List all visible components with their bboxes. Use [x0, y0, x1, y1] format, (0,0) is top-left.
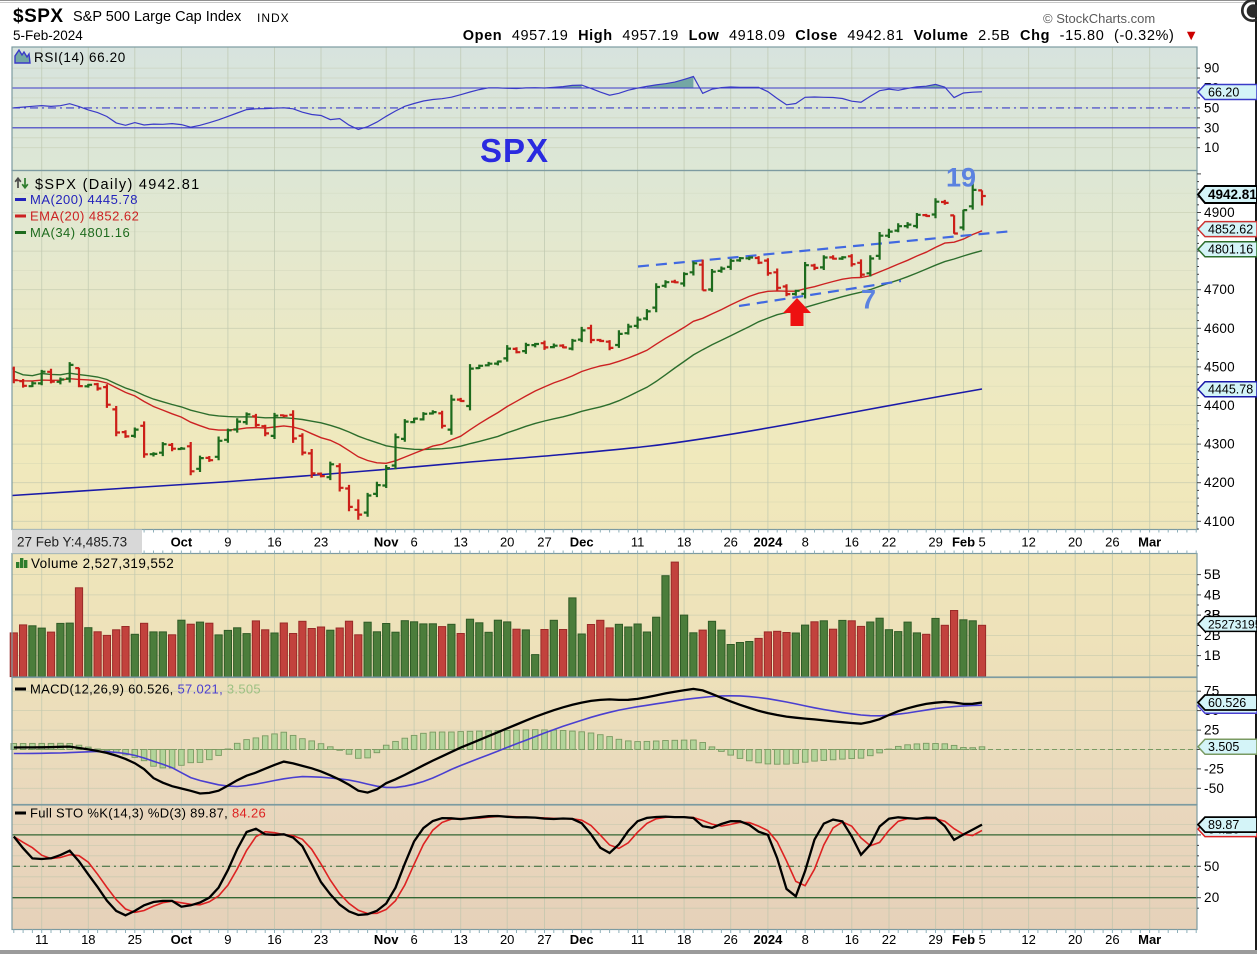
svg-text:2024: 2024 [753, 535, 783, 550]
svg-text:20: 20 [1068, 932, 1082, 947]
svg-text:9: 9 [224, 932, 231, 947]
svg-text:11: 11 [35, 932, 49, 947]
svg-text:16: 16 [267, 932, 281, 947]
svg-text:EMA(20) 4852.62: EMA(20) 4852.62 [30, 209, 139, 224]
svg-text:25: 25 [128, 932, 142, 947]
svg-text:29: 29 [928, 535, 942, 550]
svg-text:-50: -50 [1204, 781, 1224, 796]
svg-text:MA(34) 4801.16: MA(34) 4801.16 [30, 225, 130, 240]
svg-text:MACD(12,26,9) 60.526, 57.021,: MACD(12,26,9) 60.526, 57.021, 3.505 [30, 682, 261, 697]
svg-text:13: 13 [453, 932, 467, 947]
svg-text:30: 30 [1204, 120, 1219, 135]
svg-text:16: 16 [845, 932, 859, 947]
svg-text:4942.81: 4942.81 [1208, 187, 1257, 202]
svg-text:4900: 4900 [1204, 205, 1235, 220]
svg-text:4801.16: 4801.16 [1208, 243, 1253, 257]
svg-text:MA(200) 4445.78: MA(200) 4445.78 [30, 192, 138, 207]
svg-text:6: 6 [410, 932, 417, 947]
svg-text:50: 50 [1204, 100, 1219, 115]
svg-text:12: 12 [1021, 932, 1035, 947]
svg-text:90: 90 [1204, 61, 1219, 76]
svg-text:18: 18 [677, 535, 691, 550]
svg-text:Oct: Oct [171, 932, 193, 947]
svg-text:8: 8 [802, 932, 809, 947]
svg-text:27: 27 [537, 535, 551, 550]
svg-text:26: 26 [723, 535, 737, 550]
svg-text:4400: 4400 [1204, 398, 1235, 413]
svg-text:SPX: SPX [480, 132, 549, 169]
svg-text:1B: 1B [1204, 648, 1221, 663]
svg-text:Full STO %K(14,3) %D(3) 89.87,: Full STO %K(14,3) %D(3) 89.87, 84.26 [30, 806, 266, 821]
svg-text:18: 18 [677, 932, 691, 947]
svg-text:11: 11 [631, 535, 645, 550]
svg-text:10: 10 [1204, 140, 1219, 155]
svg-text:26: 26 [1105, 535, 1119, 550]
svg-text:13: 13 [453, 535, 467, 550]
svg-text:Nov: Nov [374, 535, 399, 550]
svg-text:22: 22 [882, 932, 896, 947]
svg-text:Nov: Nov [374, 932, 399, 947]
svg-text:Mar: Mar [1138, 932, 1161, 947]
svg-text:23: 23 [314, 535, 328, 550]
svg-text:11: 11 [631, 932, 645, 947]
svg-text:29: 29 [928, 932, 942, 947]
svg-text:16: 16 [845, 535, 859, 550]
svg-text:9: 9 [224, 535, 231, 550]
svg-text:20: 20 [500, 932, 514, 947]
svg-text:66.20: 66.20 [1208, 86, 1239, 100]
svg-text:Dec: Dec [570, 535, 594, 550]
svg-text:2527319552: 2527319552 [1208, 617, 1257, 631]
svg-text:16: 16 [267, 535, 281, 550]
svg-text:8: 8 [802, 535, 809, 550]
svg-text:Oct: Oct [171, 535, 193, 550]
svg-text:27: 27 [537, 932, 551, 947]
svg-text:50: 50 [1204, 859, 1219, 874]
svg-text:7: 7 [861, 285, 876, 315]
svg-text:26: 26 [723, 932, 737, 947]
svg-text:12: 12 [1021, 535, 1035, 550]
svg-text:19: 19 [946, 163, 976, 193]
svg-text:4500: 4500 [1204, 359, 1235, 374]
svg-text:18: 18 [81, 932, 95, 947]
svg-text:20: 20 [1068, 535, 1082, 550]
svg-text:25: 25 [1204, 723, 1219, 738]
svg-text:20: 20 [500, 535, 514, 550]
svg-text:-25: -25 [1204, 761, 1224, 776]
svg-text:Feb: Feb [952, 535, 975, 550]
svg-text:20: 20 [1204, 890, 1219, 905]
svg-text:26: 26 [1105, 932, 1119, 947]
svg-text:4100: 4100 [1204, 514, 1235, 529]
svg-text:Feb: Feb [952, 932, 975, 947]
svg-text:4600: 4600 [1204, 321, 1235, 336]
svg-text:RSI(14) 66.20: RSI(14) 66.20 [34, 50, 126, 65]
svg-text:Mar: Mar [1138, 535, 1161, 550]
svg-text:4700: 4700 [1204, 282, 1235, 297]
svg-text:4200: 4200 [1204, 475, 1235, 490]
svg-text:3.505: 3.505 [1208, 740, 1239, 754]
svg-text:$SPX (Daily) 4942.81: $SPX (Daily) 4942.81 [35, 177, 200, 193]
svg-text:89.87: 89.87 [1208, 818, 1239, 832]
svg-text:4B: 4B [1204, 587, 1221, 602]
svg-text:Volume 2,527,319,552: Volume 2,527,319,552 [31, 556, 174, 571]
svg-text:22: 22 [882, 535, 896, 550]
svg-text:23: 23 [314, 932, 328, 947]
svg-text:5: 5 [978, 535, 985, 550]
svg-text:60.526: 60.526 [1208, 696, 1246, 710]
svg-text:4445.78: 4445.78 [1208, 383, 1253, 397]
svg-text:4852.62: 4852.62 [1208, 223, 1253, 237]
svg-text:Dec: Dec [570, 932, 594, 947]
svg-text:27 Feb Y:4,485.73: 27 Feb Y:4,485.73 [17, 535, 127, 550]
svg-text:6: 6 [410, 535, 417, 550]
svg-text:5B: 5B [1204, 567, 1221, 582]
svg-text:5: 5 [978, 932, 985, 947]
svg-text:2024: 2024 [753, 932, 783, 947]
svg-text:4300: 4300 [1204, 437, 1235, 452]
